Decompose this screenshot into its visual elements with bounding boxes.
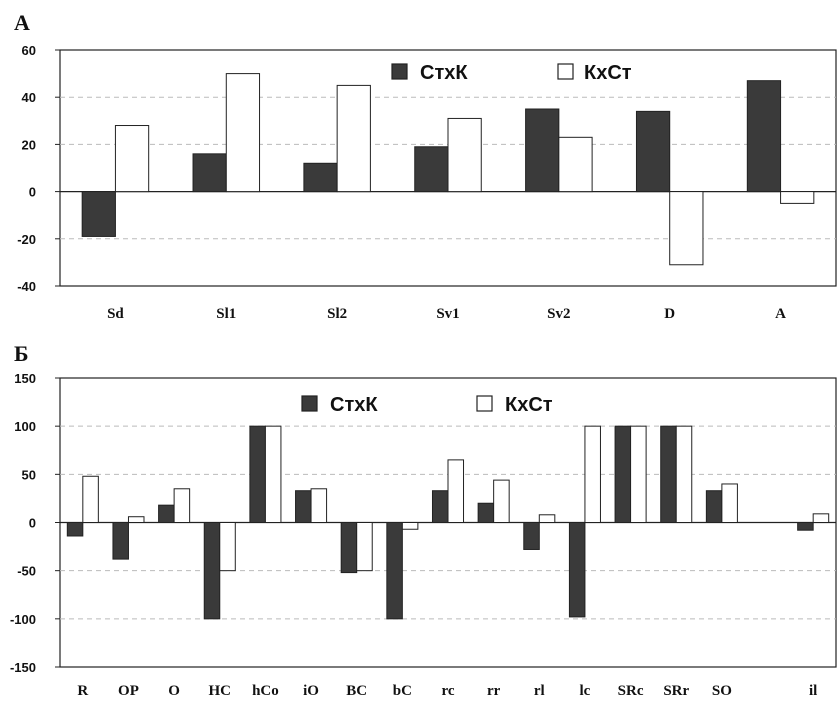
y-tick-label: 20 (22, 137, 36, 152)
bar-stxk-SRc (614, 425, 632, 523)
bar-stxk-rr (477, 502, 495, 524)
category-label: rc (441, 683, 454, 699)
bar-kxst-SO (721, 483, 738, 524)
category-label: BC (346, 683, 367, 699)
bar-kxst-Sd (114, 125, 150, 193)
category-label: O (168, 683, 180, 699)
bar-stxk-O (158, 504, 175, 524)
bar-stxk-Sv2 (525, 108, 560, 193)
chart-panel-1: -150 -100 -50 0 50 100 150 R OP O HC hCo iO BC bC rc rr r… (10, 371, 837, 699)
bar-stxk-il (797, 522, 814, 531)
bar-kxst-HC (219, 522, 236, 572)
legend-label-kxst: КхСт (584, 62, 632, 84)
bar-kxst-rc (447, 459, 465, 523)
category-label: iO (303, 683, 319, 699)
category-label: Sv2 (547, 306, 570, 322)
bar-stxk-lc (568, 522, 586, 618)
category-label: Sv1 (436, 306, 459, 322)
category-label: rr (487, 683, 501, 699)
bar-kxst-BC (356, 522, 373, 572)
legend-label-kxst: КхСт (505, 394, 553, 416)
y-tick-label: -150 (10, 660, 36, 675)
y-tick-label: -50 (17, 564, 36, 579)
bar-kxst-A (780, 191, 815, 204)
legend: СтхК КхСт (301, 394, 553, 416)
bar-stxk-SRr (660, 425, 677, 523)
y-tick-label: 40 (22, 90, 36, 105)
bar-kxst-SRr (675, 425, 693, 523)
chart-panel-0: -40 -20 0 20 40 60 Sd Sl1 Sl2 Sv1 Sv2 D A СтхК КхСт (17, 43, 837, 322)
bar-stxk-rc (431, 490, 449, 523)
category-label: OP (118, 683, 139, 699)
category-label: hCo (252, 683, 279, 699)
bar-kxst-Sl1 (225, 73, 261, 193)
bar-stxk-R (66, 522, 84, 537)
y-tick-label: 0 (29, 516, 36, 531)
category-label: Sl2 (327, 306, 347, 322)
category-label: A (775, 306, 786, 322)
bar-kxst-lc (584, 425, 601, 523)
bar-kxst-O (173, 488, 191, 523)
category-label: lc (580, 683, 591, 699)
category-label: SO (712, 683, 732, 699)
category-label: Sd (107, 306, 124, 322)
bar-stxk-Sv1 (414, 146, 449, 193)
bar-stxk-A (746, 80, 782, 193)
bar-kxst-R (82, 475, 99, 524)
bar-stxk-Sl2 (303, 162, 338, 193)
bar-stxk-iO (295, 490, 312, 523)
category-label: D (664, 306, 675, 322)
category-label: rl (534, 683, 545, 699)
category-label: Sl1 (216, 306, 236, 322)
category-label: il (809, 683, 817, 699)
bar-stxk-bC (386, 522, 403, 620)
y-tick-label: -20 (17, 232, 36, 247)
bar-stxk-hCo (249, 425, 266, 523)
category-label: R (77, 683, 88, 699)
legend: СтхК КхСт (391, 62, 632, 84)
legend-label-stxk: СтхК (330, 394, 378, 416)
y-tick-label: 50 (22, 467, 36, 482)
bar-kxst-Sl2 (336, 84, 371, 193)
category-label: bC (393, 683, 412, 699)
panel-b-label: Б (14, 341, 29, 366)
bar-kxst-Sv1 (447, 117, 482, 193)
legend-swatch-stxk (301, 395, 318, 412)
bar-stxk-rl (523, 522, 540, 550)
bar-kxst-SRc (630, 425, 647, 523)
bar-stxk-Sl1 (192, 153, 227, 193)
bar-stxk-D (635, 110, 671, 193)
legend-swatch-kxst (476, 395, 493, 412)
bar-kxst-OP (127, 516, 145, 523)
bar-kxst-iO (310, 488, 328, 523)
legend-label-stxk: СтхК (420, 62, 468, 84)
bar-kxst-rl (538, 514, 556, 524)
y-tick-label: 100 (14, 419, 36, 434)
y-tick-label: 150 (14, 371, 36, 386)
bar-kxst-bC (401, 522, 419, 530)
bar-kxst-il (812, 513, 830, 524)
bar-stxk-HC (203, 522, 221, 620)
y-tick-label: 60 (22, 43, 36, 58)
bar-kxst-Sv2 (558, 136, 593, 193)
category-label: SRc (618, 683, 644, 699)
bar-kxst-rr (493, 479, 510, 524)
bar-kxst-hCo (264, 425, 282, 523)
bar-stxk-SO (705, 490, 723, 523)
bar-kxst-D (669, 191, 704, 266)
y-tick-label: -100 (10, 612, 36, 627)
bar-stxk-BC (340, 522, 358, 574)
y-tick-label: -40 (17, 279, 36, 294)
plot-frame (59, 49, 837, 287)
category-label: HC (209, 683, 232, 699)
legend-swatch-stxk (391, 63, 408, 80)
bar-stxk-OP (112, 522, 129, 560)
legend-swatch-kxst (557, 63, 574, 80)
panel-a-label: А (14, 10, 30, 35)
bar-stxk-Sd (81, 191, 116, 237)
category-label: SRr (663, 683, 689, 699)
y-tick-label: 0 (29, 185, 36, 200)
